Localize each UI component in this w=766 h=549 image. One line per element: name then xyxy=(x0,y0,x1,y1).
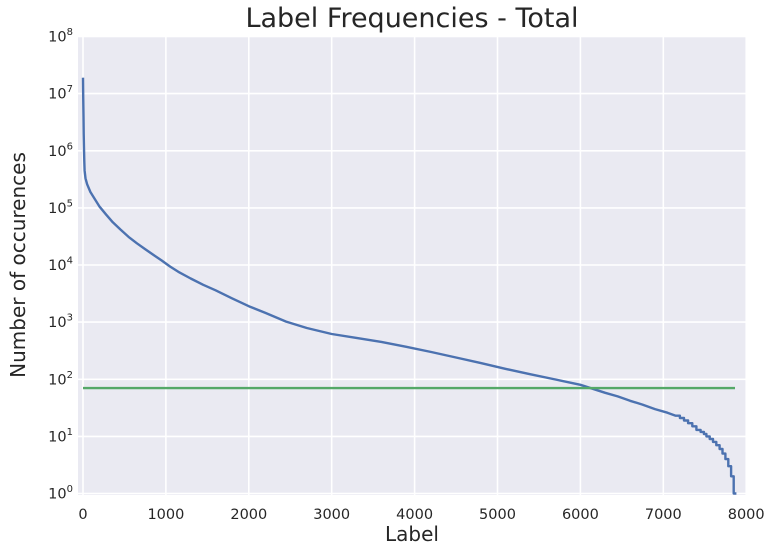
y-tick-label: 107 xyxy=(48,84,73,103)
x-axis-label: Label xyxy=(385,522,439,546)
y-axis-label: Number of occurences xyxy=(6,152,30,378)
y-axis-ticks: 100 101 102 103 104 105 106 107 108 xyxy=(48,27,73,503)
x-tick-label: 7000 xyxy=(645,507,682,523)
label-frequency-curve xyxy=(81,77,737,495)
y-tick-label: 101 xyxy=(48,427,73,446)
x-tick-label: 3000 xyxy=(313,507,350,523)
y-tick-label: 105 xyxy=(48,198,73,217)
x-tick-label: 2000 xyxy=(230,507,267,523)
x-tick-label: 0 xyxy=(78,507,87,523)
y-tick-label: 104 xyxy=(48,256,73,275)
x-tick-label: 5000 xyxy=(479,507,516,523)
grid-lines xyxy=(78,35,748,495)
x-tick-label: 6000 xyxy=(562,507,599,523)
x-tick-label: 1000 xyxy=(147,507,184,523)
y-tick-label: 108 xyxy=(48,27,73,46)
y-tick-label: 103 xyxy=(48,313,73,332)
x-tick-label: 8000 xyxy=(728,507,765,523)
y-tick-label: 106 xyxy=(48,141,73,160)
x-tick-label: 4000 xyxy=(396,507,433,523)
y-tick-label: 100 xyxy=(48,484,73,503)
chart-title: Label Frequencies - Total xyxy=(245,3,578,34)
data-series xyxy=(81,77,737,495)
y-tick-label: 102 xyxy=(48,370,73,389)
x-axis-ticks: 0 1000 2000 3000 4000 5000 6000 7000 8000 xyxy=(78,507,764,523)
